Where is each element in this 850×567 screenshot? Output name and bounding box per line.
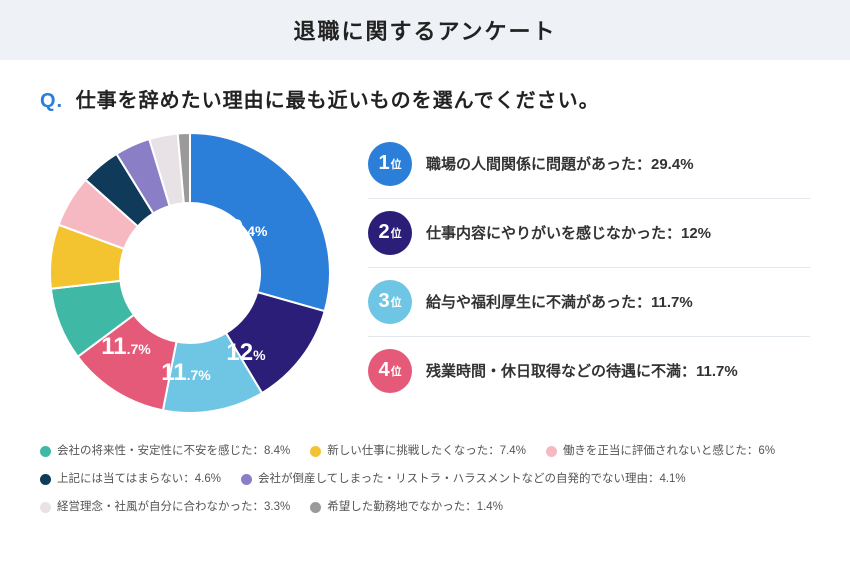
legend-text: 上記には当てはまらない：4.6%	[57, 469, 221, 491]
legend-swatch	[310, 446, 321, 457]
rank-text: 給与や福利厚生に不満があった：11.7%	[426, 291, 693, 312]
rank-badge: 2位	[368, 211, 412, 255]
page-title: 退職に関するアンケート	[0, 14, 850, 46]
rank-row: 2位仕事内容にやりがいを感じなかった：12%	[368, 211, 810, 268]
legend-item: 新しい仕事に挑戦したくなった：7.4%	[310, 441, 526, 463]
legend-text: 経営理念・社風が自分に合わなかった：3.3%	[57, 497, 290, 519]
legend-item: 会社が倒産してしまった・リストラ・ハラスメントなどの自発的でない理由：4.1%	[241, 469, 686, 491]
legend-item: 上記には当てはまらない：4.6%	[40, 469, 221, 491]
main-content: 29.4% 12% 11.7% 11.7% 1位職場の人間関係に問題があった：29.4…	[0, 123, 850, 433]
chart-value-label: 11.7%	[161, 359, 211, 387]
rank-list: 1位職場の人間関係に問題があった：29.4% 2位仕事内容にやりがいを感じなかった…	[368, 142, 810, 405]
legend-text: 働きを正当に評価されないと感じた：6%	[563, 441, 775, 463]
legend-swatch	[241, 474, 252, 485]
legend-item: 働きを正当に評価されないと感じた：6%	[546, 441, 775, 463]
rank-text: 仕事内容にやりがいを感じなかった：12%	[426, 222, 711, 243]
legend-text: 会社の将来性・安定性に不安を感じた：8.4%	[57, 441, 290, 463]
legend-swatch	[40, 502, 51, 513]
rank-text: 職場の人間関係に問題があった：29.4%	[426, 153, 694, 174]
chart-value-label: 11.7%	[101, 333, 151, 361]
legend-item: 会社の将来性・安定性に不安を感じた：8.4%	[40, 441, 290, 463]
legend-swatch	[546, 446, 557, 457]
legend-text: 会社が倒産してしまった・リストラ・ハラスメントなどの自発的でない理由：4.1%	[258, 469, 686, 491]
donut-chart: 29.4% 12% 11.7% 11.7%	[40, 123, 340, 423]
rank-row: 1位職場の人間関係に問題があった：29.4%	[368, 142, 810, 199]
legend: 会社の将来性・安定性に不安を感じた：8.4% 新しい仕事に挑戦したくなった：7.4…	[0, 433, 850, 539]
rank-badge: 4位	[368, 349, 412, 393]
legend-swatch	[310, 502, 321, 513]
rank-text: 残業時間・休日取得などの待遇に不満：11.7%	[426, 360, 738, 381]
rank-badge: 3位	[368, 280, 412, 324]
rank-badge: 1位	[368, 142, 412, 186]
question-prefix: Q.	[40, 90, 63, 112]
header: 退職に関するアンケート	[0, 0, 850, 60]
question-text: 仕事を辞めたい理由に最も近いものを選んでください。	[76, 90, 600, 112]
legend-item: 希望した勤務地でなかった：1.4%	[310, 497, 503, 519]
chart-value-label: 29.4%	[217, 215, 268, 243]
legend-text: 新しい仕事に挑戦したくなった：7.4%	[327, 441, 526, 463]
chart-value-label: 12%	[226, 339, 265, 367]
rank-row: 4位残業時間・休日取得などの待遇に不満：11.7%	[368, 349, 810, 405]
legend-swatch	[40, 446, 51, 457]
legend-swatch	[40, 474, 51, 485]
legend-text: 希望した勤務地でなかった：1.4%	[327, 497, 503, 519]
rank-row: 3位給与や福利厚生に不満があった：11.7%	[368, 280, 810, 337]
legend-item: 経営理念・社風が自分に合わなかった：3.3%	[40, 497, 290, 519]
question-row: Q. 仕事を辞めたい理由に最も近いものを選んでください。	[0, 60, 850, 123]
